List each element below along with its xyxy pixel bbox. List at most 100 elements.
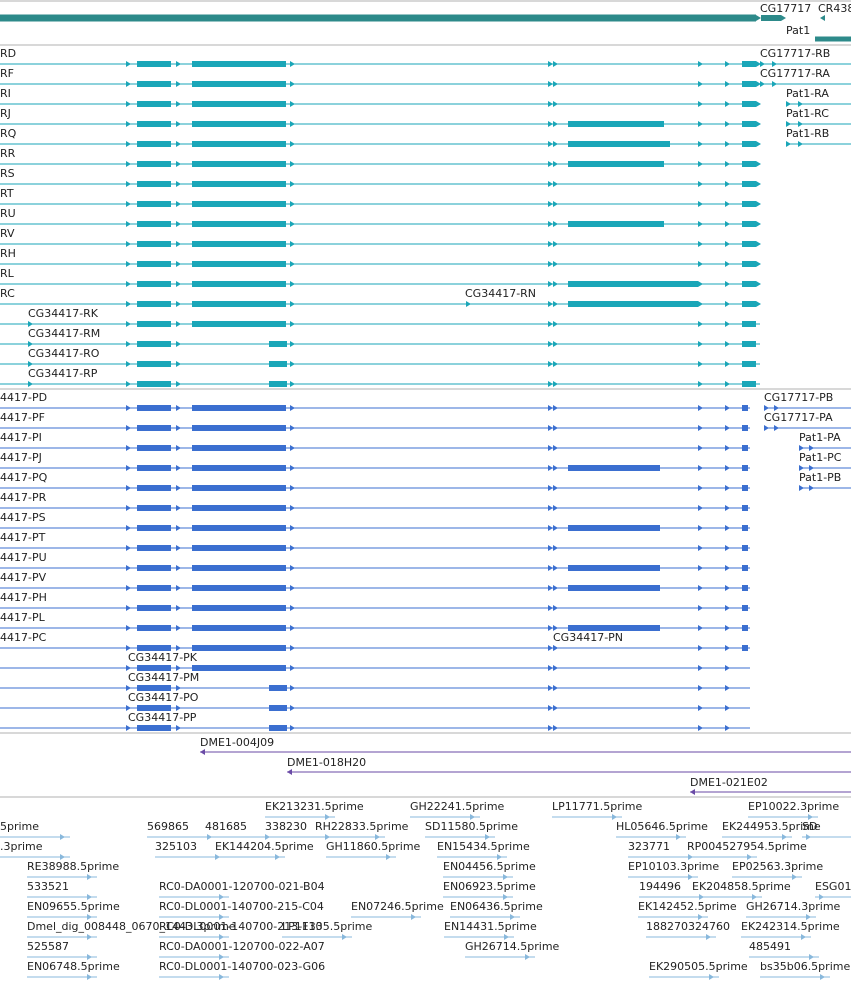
- est-label-7[interactable]: SD11580.5prime: [425, 820, 518, 833]
- est-label-10[interactable]: EK244953.5prime: [722, 820, 821, 833]
- est-label-44[interactable]: GH26714.5prime: [465, 940, 560, 953]
- est-label-46[interactable]: EN06748.5prime: [27, 960, 120, 973]
- est-label-4[interactable]: 338230: [265, 820, 307, 833]
- est-label-16[interactable]: GH11860.5prime: [326, 840, 421, 853]
- transcript-label-RL[interactable]: RL: [0, 267, 15, 280]
- est-label-35[interactable]: EK142452.5prime: [638, 900, 737, 913]
- est-label-23[interactable]: EP02563.3prime: [732, 860, 823, 873]
- est-label-13[interactable]: .3prime: [0, 840, 43, 853]
- protein-label-4417-PJ[interactable]: 4417-PJ: [0, 451, 42, 464]
- protein-label-4417-PS[interactable]: 4417-PS: [0, 511, 46, 524]
- protein-label-4417-PH[interactable]: 4417-PH: [0, 591, 47, 604]
- transcript-label-CG34417-RP[interactable]: CG34417-RP: [28, 367, 98, 380]
- est-label-26[interactable]: EN06923.5prime: [443, 880, 536, 893]
- est-label-40[interactable]: 188270324760: [646, 920, 730, 933]
- transcript-label-RD[interactable]: RD: [0, 47, 16, 60]
- est-label-8[interactable]: LP11771.5prime: [552, 800, 643, 813]
- transcript-label-RS[interactable]: RS: [0, 167, 15, 180]
- transcript-label-RH[interactable]: RH: [0, 247, 16, 260]
- est-label-33[interactable]: EN07246.5prime: [351, 900, 444, 913]
- protein-label-4417-PF[interactable]: 4417-PF: [0, 411, 45, 424]
- gene-label-CR438[interactable]: CR438: [818, 2, 851, 15]
- transcript-label-CG17717-RB[interactable]: CG17717-RB: [760, 47, 830, 60]
- est-label-20[interactable]: RE38988.5prime: [27, 860, 119, 873]
- est-label-43[interactable]: RC0-DA0001-120700-022-A07: [159, 940, 325, 953]
- est-label-38[interactable]: LP11335.5prime: [282, 920, 373, 933]
- est-label-9[interactable]: HL05646.5prime: [616, 820, 708, 833]
- est-label-25[interactable]: RC0-DA0001-120700-021-B04: [159, 880, 325, 893]
- est-label-45[interactable]: 485491: [749, 940, 791, 953]
- est-label-48[interactable]: EK290505.5prime: [649, 960, 748, 973]
- transcript-label-CG34417-RK[interactable]: CG34417-RK: [28, 307, 99, 320]
- clone-label-DME1-004J09[interactable]: DME1-004J09: [200, 736, 274, 749]
- est-label-28[interactable]: EK204858.5prime: [692, 880, 791, 893]
- transcript-label-RC[interactable]: RC: [0, 287, 15, 300]
- protein-label-4417-PR[interactable]: 4417-PR: [0, 491, 47, 504]
- gene-label-Pat1[interactable]: Pat1: [786, 24, 810, 37]
- protein-label-CG34417-PP[interactable]: CG34417-PP: [128, 711, 197, 724]
- est-label-1[interactable]: 569865: [147, 820, 189, 833]
- transcript-label-RI[interactable]: RI: [0, 87, 11, 100]
- transcript-label-CG34417-RO[interactable]: CG34417-RO: [28, 347, 100, 360]
- transcript-label-RV[interactable]: RV: [0, 227, 15, 240]
- est-label-49[interactable]: bs35b06.5prime: [760, 960, 850, 973]
- est-label-30[interactable]: RC0-DL0001-140700-215-C04: [159, 900, 324, 913]
- protein-label-4417-PI[interactable]: 4417-PI: [0, 431, 42, 444]
- est-label-32[interactable]: RC0-DL0001-140700-213-F10: [159, 920, 323, 933]
- est-label-41[interactable]: EK242314.5prime: [741, 920, 840, 933]
- est-label-12[interactable]: SD: [802, 820, 817, 833]
- transcript-label-RJ[interactable]: RJ: [0, 107, 11, 120]
- transcript-label-RU[interactable]: RU: [0, 207, 16, 220]
- est-label-37[interactable]: Dmel_dig_008448_0670_1443.3prime: [27, 920, 236, 933]
- protein-label-Pat1-PC[interactable]: Pat1-PC: [799, 451, 842, 464]
- protein-label-4417-PU[interactable]: 4417-PU: [0, 551, 47, 564]
- protein-label-4417-PD[interactable]: 4417-PD: [0, 391, 47, 404]
- est-label-14[interactable]: 325103: [155, 840, 197, 853]
- est-label-34[interactable]: EN06436.5prime: [450, 900, 543, 913]
- transcript-label-CG34417-RN[interactable]: CG34417-RN: [465, 287, 536, 300]
- est-label-0[interactable]: 5prime: [0, 820, 39, 833]
- protein-label-Pat1-PA[interactable]: Pat1-PA: [799, 431, 841, 444]
- transcript-label-RF[interactable]: RF: [0, 67, 14, 80]
- est-label-21[interactable]: EN04456.5prime: [443, 860, 536, 873]
- clone-label-DME1-018H20[interactable]: DME1-018H20: [287, 756, 366, 769]
- est-label-19[interactable]: RP004527954.5prime: [687, 840, 807, 853]
- protein-label-CG17717-PB[interactable]: CG17717-PB: [764, 391, 833, 404]
- est-label-17[interactable]: EN15434.5prime: [437, 840, 530, 853]
- est-label-39[interactable]: EN14431.5prime: [444, 920, 537, 933]
- protein-label-4417-PQ[interactable]: 4417-PQ: [0, 471, 48, 484]
- protein-label-CG34417-PO[interactable]: CG34417-PO: [128, 691, 199, 704]
- protein-label-CG34417-PM[interactable]: CG34417-PM: [128, 671, 199, 684]
- transcript-label-Pat1-RB[interactable]: Pat1-RB: [786, 127, 829, 140]
- transcript-label-CG17717-RA[interactable]: CG17717-RA: [760, 67, 830, 80]
- est-label-2[interactable]: 481685: [205, 820, 247, 833]
- transcript-label-RQ[interactable]: RQ: [0, 127, 17, 140]
- transcript-label-Pat1-RA[interactable]: Pat1-RA: [786, 87, 829, 100]
- protein-label-4417-PV[interactable]: 4417-PV: [0, 571, 47, 584]
- transcript-label-CG34417-RM[interactable]: CG34417-RM: [28, 327, 100, 340]
- est-label-29[interactable]: ESG01: [815, 880, 851, 893]
- protein-label-4417-PC[interactable]: 4417-PC: [0, 631, 47, 644]
- protein-label-4417-PT[interactable]: 4417-PT: [0, 531, 46, 544]
- est-label-18[interactable]: 323771: [628, 840, 670, 853]
- est-label-5[interactable]: RH22833.5prime: [315, 820, 409, 833]
- est-label-31[interactable]: EN09655.5prime: [27, 900, 120, 913]
- est-label-11[interactable]: EP10022.3prime: [748, 800, 839, 813]
- protein-label-CG34417-PK[interactable]: CG34417-PK: [128, 651, 198, 664]
- est-label-15[interactable]: EK144204.5prime: [215, 840, 314, 853]
- est-label-3[interactable]: EK213231.5prime: [265, 800, 364, 813]
- est-label-22[interactable]: EP10103.3prime: [628, 860, 719, 873]
- transcript-label-RT[interactable]: RT: [0, 187, 14, 200]
- est-label-47[interactable]: RC0-DL0001-140700-023-G06: [159, 960, 325, 973]
- protein-label-CG17717-PA[interactable]: CG17717-PA: [764, 411, 833, 424]
- protein-label-CG34417-PN[interactable]: CG34417-PN: [553, 631, 623, 644]
- protein-label-4417-PL[interactable]: 4417-PL: [0, 611, 46, 624]
- gene-label-CG17717[interactable]: CG17717: [760, 2, 811, 15]
- est-label-36[interactable]: GH26714.3prime: [746, 900, 841, 913]
- est-label-27[interactable]: 194496: [639, 880, 681, 893]
- clone-label-DME1-021E02[interactable]: DME1-021E02: [690, 776, 768, 789]
- protein-label-Pat1-PB[interactable]: Pat1-PB: [799, 471, 841, 484]
- transcript-label-RR[interactable]: RR: [0, 147, 16, 160]
- est-label-24[interactable]: 533521: [27, 880, 69, 893]
- est-label-42[interactable]: 525587: [27, 940, 69, 953]
